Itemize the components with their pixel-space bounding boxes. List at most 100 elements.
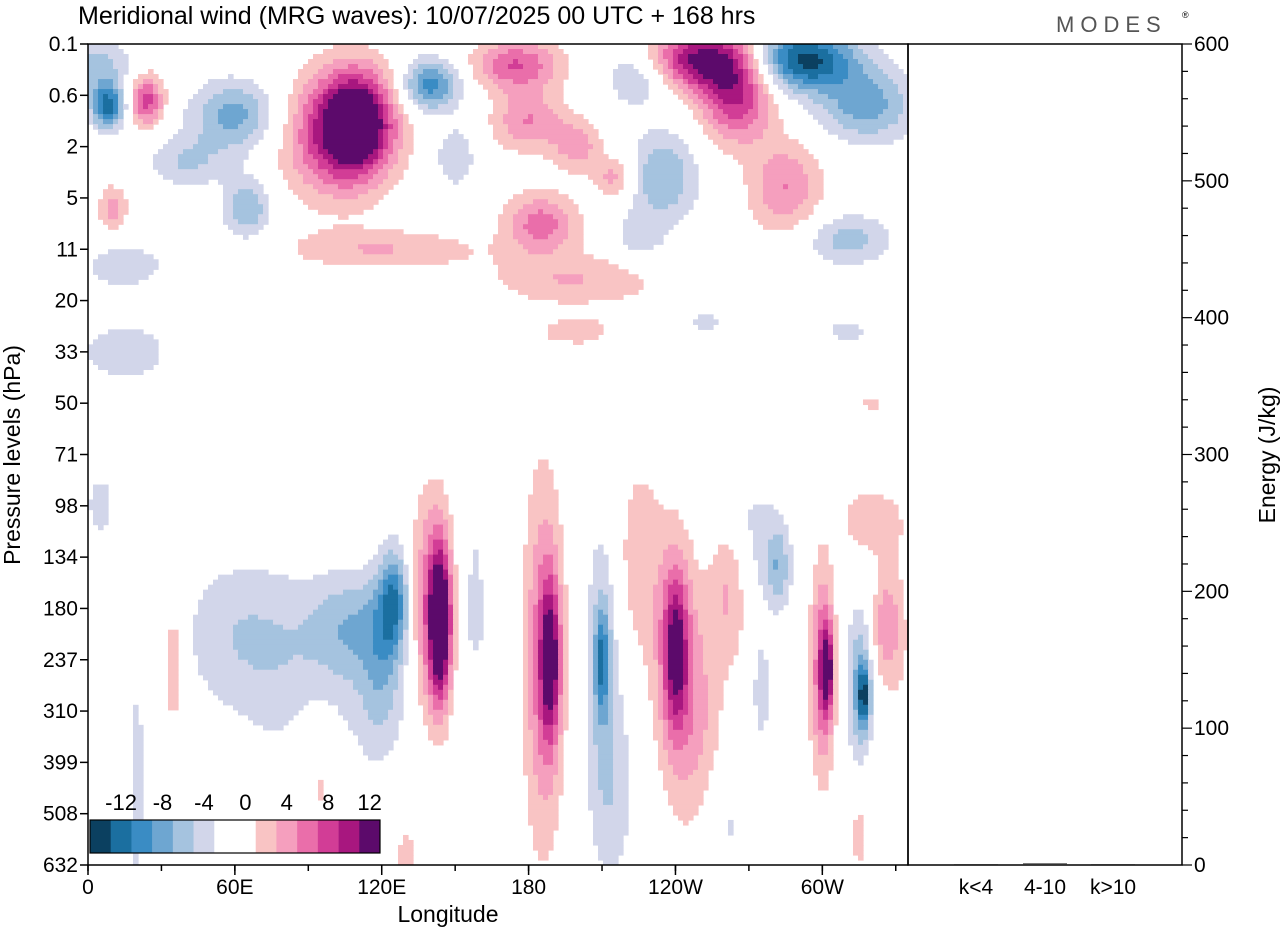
field-cell [378,109,384,115]
field-cell [193,634,234,641]
field-cell [703,649,739,656]
field-cell [808,644,814,651]
field-cell [538,459,549,466]
field-cell [773,69,779,75]
field-cell [243,119,259,125]
field-cell [483,64,494,70]
field-cell [413,549,419,556]
field-cell [703,739,719,746]
field-cell [193,629,234,636]
field-cell [378,104,384,110]
field-cell [428,604,449,611]
field-cell [688,664,694,671]
field-cell [898,634,908,641]
field-cell [568,224,584,230]
field-cell [413,69,424,75]
field-cell [528,534,539,541]
field-cell [688,684,694,691]
field-cell [848,654,854,661]
field-cell [593,829,629,836]
field-cell [613,709,624,716]
field-cell [778,44,784,50]
field-cell [523,714,529,721]
field-cell [313,139,324,145]
field-cell [523,719,529,726]
field-cell [703,744,719,751]
energy-panel-frame [907,43,1183,866]
field-cell [668,709,674,716]
field-cell [813,564,834,571]
field-cell [538,724,544,731]
field-cell [443,539,449,546]
field-cell [593,694,599,701]
field-cell [588,174,604,180]
field-cell [393,104,399,110]
field-cell [598,634,609,641]
field-cell [768,114,779,120]
field-cell [523,244,559,250]
colorbar-swatch [193,820,215,853]
field-cell [493,254,594,260]
field-cell [443,684,449,691]
field-cell [853,679,859,686]
field-cell [448,519,454,526]
field-cell [788,184,809,190]
field-cell [813,769,829,776]
field-cell [668,59,674,65]
field-cell [423,609,429,616]
field-cell [663,744,674,751]
field-cell [603,639,609,646]
field-cell [698,49,719,55]
field-cell [768,579,784,586]
field-cell [318,94,324,100]
field-cell [768,69,774,75]
field-cell [693,594,724,601]
field-cell [743,54,749,60]
field-cell [98,274,149,280]
field-cell [693,689,709,696]
field-cell [598,684,609,691]
field-cell [528,714,539,721]
field-cell [678,84,689,90]
field-cell [138,104,144,110]
field-cell [773,559,779,566]
field-cell [753,89,759,95]
field-cell [93,514,109,521]
field-cell [863,684,869,691]
field-cell [428,549,434,556]
field-cell [553,579,559,586]
field-cell [658,564,674,571]
field-cell [493,129,509,135]
field-cell [753,549,769,556]
field-cell [588,759,599,766]
field-cell [688,654,694,661]
field-cell [373,719,384,726]
field-cell [868,694,874,701]
field-cell [503,279,559,285]
field-cell [443,694,449,701]
field-cell [758,649,764,656]
field-cell [653,594,664,601]
field-cell [603,609,609,616]
field-cell [558,769,564,776]
field-cell [508,49,524,55]
field-cell [543,64,554,70]
field-cell [593,629,599,636]
field-cell [688,559,699,566]
field-cell [848,514,899,521]
colorbar-swatch [172,820,194,853]
field-cell [328,169,369,175]
field-cell [563,209,579,215]
field-cell [98,254,154,260]
field-cell [528,539,539,546]
field-cell [808,179,824,185]
field-cell [423,629,429,636]
field-cell [668,674,684,681]
field-cell [613,674,619,681]
field-cell [898,624,908,631]
field-cell [548,334,599,340]
field-cell [703,639,739,646]
field-cell [488,114,504,120]
field-cell [883,679,899,686]
field-cell [788,559,794,566]
